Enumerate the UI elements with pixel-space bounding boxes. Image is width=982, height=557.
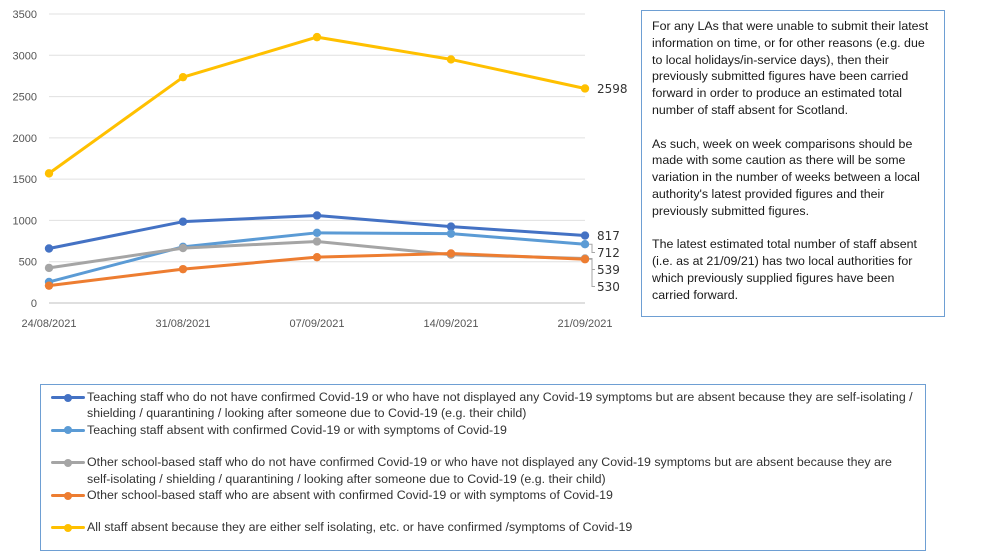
data-point: [44, 263, 54, 273]
data-point: [44, 169, 54, 178]
x-tick-label: 31/08/2021: [155, 318, 210, 330]
data-point: [312, 237, 322, 246]
legend-label: Teaching staff absent with confirmed Cov…: [87, 422, 507, 437]
data-label: 712: [597, 246, 620, 260]
data-point: [580, 84, 590, 93]
data-point: [312, 228, 322, 238]
data-point: [44, 244, 54, 253]
data-point: [446, 249, 456, 258]
data-point: [446, 55, 456, 64]
data-point: [178, 72, 188, 82]
y-tick-label: 1500: [13, 174, 37, 186]
data-label: 539: [597, 263, 620, 277]
data-point: [178, 217, 188, 226]
data-label: 817: [597, 229, 620, 243]
data-label-leader: [589, 243, 595, 254]
y-tick-label: 2000: [13, 133, 37, 145]
legend-marker-other-covid: [51, 487, 85, 503]
data-label: 2598: [597, 82, 628, 96]
note-paragraph-2: As such, week on week comparisons should…: [652, 136, 920, 218]
line-chart: 0 500 1000 1500 2000 2500 3000 3500 24/08/2021 31…: [13, 9, 628, 330]
x-tick-label: 14/09/2021: [423, 318, 478, 330]
data-point: [580, 255, 590, 264]
y-tick-label: 0: [31, 298, 37, 310]
note-paragraph-1: For any LAs that were unable to submit t…: [652, 19, 929, 117]
note-box: For any LAs that were unable to submit t…: [641, 10, 945, 317]
legend-marker-teaching-isolating: [51, 389, 85, 405]
legend-marker-all-staff: [51, 519, 85, 535]
y-tick-label: 2500: [13, 92, 37, 104]
x-tick-label: 07/09/2021: [289, 318, 344, 330]
data-point: [44, 281, 54, 290]
data-point: [446, 229, 456, 238]
chart-legend: Teaching staff who do not have confirmed…: [40, 384, 926, 551]
series-line-4: [47, 35, 587, 175]
legend-item: Teaching staff absent with confirmed Cov…: [51, 422, 915, 438]
data-point: [580, 231, 590, 240]
legend-label: Teaching staff who do not have confirmed…: [87, 390, 913, 421]
y-tick-label: 3500: [13, 9, 37, 21]
legend-marker-teaching-covid: [51, 422, 85, 438]
legend-label: Other school-based staff who are absent …: [87, 488, 613, 503]
y-tick-label: 1000: [13, 215, 37, 227]
data-label-leader: [589, 258, 595, 288]
data-point: [178, 243, 188, 253]
data-point: [312, 32, 322, 42]
data-label: 530: [597, 280, 620, 294]
x-tick-label: 21/09/2021: [557, 318, 612, 330]
note-paragraph-3: The latest estimated total number of sta…: [652, 237, 917, 302]
data-point: [178, 264, 188, 274]
legend-item: Teaching staff who do not have confirmed…: [51, 389, 915, 422]
legend-label: All staff absent because they are either…: [87, 520, 633, 535]
data-point: [312, 211, 322, 220]
legend-item: Other school-based staff who are absent …: [51, 487, 915, 503]
y-tick-label: 3000: [13, 50, 37, 62]
legend-label: Other school-based staff who do not have…: [87, 455, 892, 486]
legend-item: All staff absent because they are either…: [51, 519, 915, 535]
data-point: [580, 240, 590, 249]
y-tick-label: 500: [19, 257, 37, 269]
x-tick-label: 24/08/2021: [21, 318, 76, 330]
legend-item: Other school-based staff who do not have…: [51, 454, 915, 487]
data-point: [446, 222, 456, 231]
legend-marker-other-isolating: [51, 454, 85, 470]
data-point: [312, 252, 322, 262]
